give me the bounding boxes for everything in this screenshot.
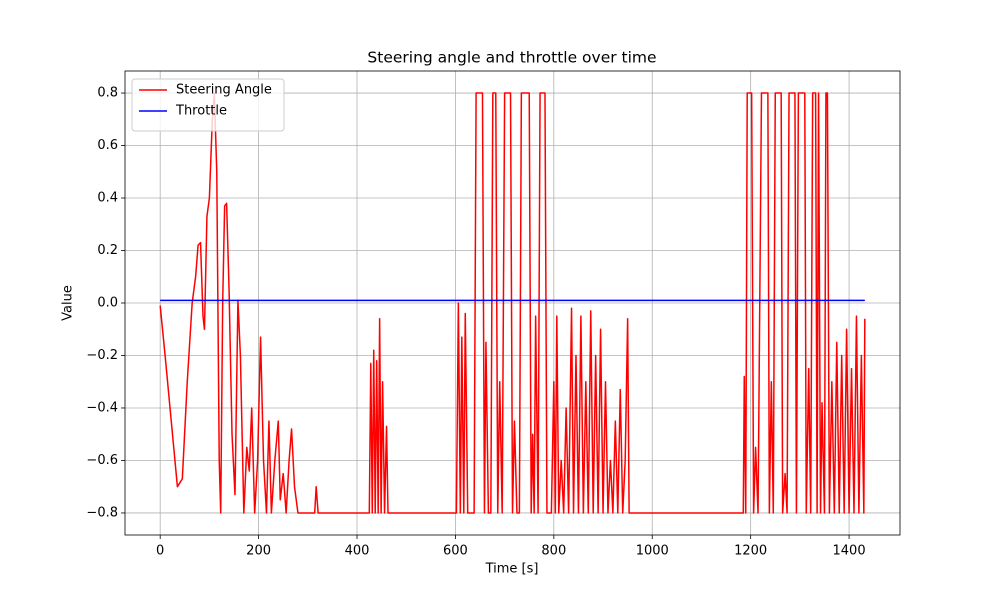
y-tick-label: 0.8 xyxy=(97,86,118,101)
y-tick-label: −0.8 xyxy=(86,505,118,520)
legend: Steering Angle Throttle xyxy=(131,78,285,132)
y-tick-label: −0.2 xyxy=(86,348,118,363)
x-tick-label: 0 xyxy=(156,544,164,559)
y-tick-label: −0.4 xyxy=(86,400,118,415)
legend-label: Steering Angle xyxy=(176,83,272,98)
x-tick-label: 800 xyxy=(541,544,566,559)
chart-title: Steering angle and throttle over time xyxy=(367,49,656,67)
y-tick-label: 0.0 xyxy=(97,296,118,311)
x-tick-label: 200 xyxy=(246,544,271,559)
line-series xyxy=(159,92,866,514)
x-tick-label: 1200 xyxy=(734,544,767,559)
x-tick-label: 1000 xyxy=(636,544,669,559)
x-tick-label: 400 xyxy=(345,544,370,559)
y-tick-label: 0.4 xyxy=(97,191,118,206)
x-axis-label: Time [s] xyxy=(485,562,539,577)
x-tick-label: 600 xyxy=(443,544,468,559)
y-tick-label: −0.6 xyxy=(86,453,118,468)
grid xyxy=(125,71,900,535)
y-axis-label: Value xyxy=(61,285,76,321)
y-tick-label: 0.6 xyxy=(97,138,118,153)
y-tick-label: 0.2 xyxy=(97,243,118,258)
legend-label: Throttle xyxy=(175,104,227,119)
x-tick-label: 1400 xyxy=(833,544,866,559)
legend-box xyxy=(131,78,285,132)
plot-frame xyxy=(124,70,901,536)
